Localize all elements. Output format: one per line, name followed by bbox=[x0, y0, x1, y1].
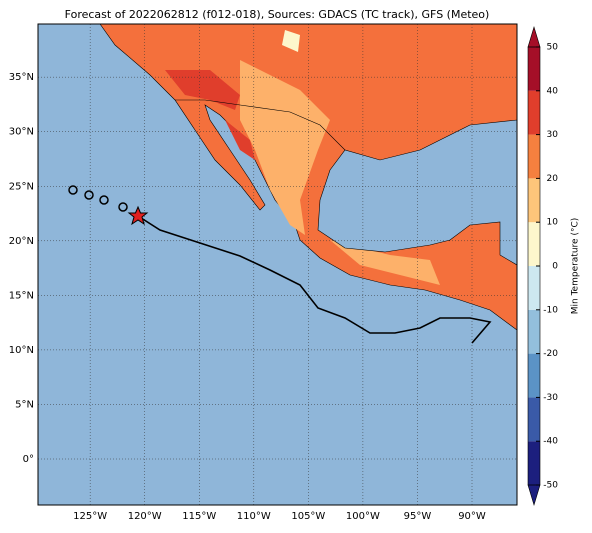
colorbar-tick-label: 30 bbox=[547, 130, 559, 140]
position-marker bbox=[118, 202, 128, 212]
position-marker bbox=[99, 195, 109, 205]
lon-label: 125°W bbox=[73, 511, 107, 522]
lat-label: 10°N bbox=[9, 345, 34, 356]
colorbar-tick-label: -40 bbox=[543, 437, 558, 447]
lat-label: 30°N bbox=[9, 127, 34, 138]
colorbar-tick-label: 40 bbox=[547, 86, 559, 96]
colorbar-arrow-bottom bbox=[527, 484, 541, 507]
lat-label: 15°N bbox=[9, 290, 34, 301]
colorbar-tick-label: 50 bbox=[547, 43, 559, 53]
land-hot bbox=[165, 70, 255, 160]
current-position bbox=[127, 205, 149, 226]
lat-label: 5°N bbox=[15, 399, 34, 410]
colorbar-band bbox=[528, 353, 540, 398]
lat-label: 0° bbox=[23, 454, 34, 465]
colorbar-tick-label: -50 bbox=[543, 481, 558, 491]
lon-label: 100°W bbox=[346, 511, 380, 522]
lon-label: 115°W bbox=[182, 511, 216, 522]
past-positions bbox=[68, 185, 128, 212]
colorbar-band bbox=[528, 441, 540, 485]
lon-label: 90°W bbox=[458, 511, 486, 522]
border bbox=[175, 99, 346, 151]
colorbar-tick-label: 20 bbox=[547, 174, 559, 184]
colorbar-band bbox=[528, 90, 540, 135]
colorbar-tick-label: -30 bbox=[543, 393, 558, 403]
colorbar-band bbox=[528, 178, 540, 223]
position-marker bbox=[68, 185, 78, 195]
land-cool bbox=[282, 30, 300, 52]
colorbar-tick-label: -10 bbox=[543, 305, 558, 315]
lon-label: 110°W bbox=[237, 511, 271, 522]
colorbar-label: Min Temperature (°C) bbox=[571, 218, 581, 315]
colorbar-arrow-top bbox=[527, 25, 541, 48]
lat-label: 25°N bbox=[9, 181, 34, 192]
lat-label: 20°N bbox=[9, 236, 34, 247]
lon-label: 120°W bbox=[128, 511, 162, 522]
colorbar-band bbox=[528, 309, 540, 354]
position-marker bbox=[84, 190, 94, 200]
colorbar-band bbox=[528, 222, 540, 266]
colorbar-tick-label: 10 bbox=[547, 218, 559, 228]
graticule bbox=[38, 24, 517, 505]
title: Forecast of 2022062812 (f012-018), Sourc… bbox=[65, 8, 490, 21]
lat-label: 35°N bbox=[9, 72, 34, 83]
colorbar-band bbox=[528, 397, 540, 442]
map bbox=[38, 24, 517, 505]
land-warm bbox=[240, 60, 440, 285]
colorbar-band bbox=[528, 266, 540, 310]
storm-track bbox=[137, 215, 492, 344]
lon-label: 105°W bbox=[291, 511, 325, 522]
colorbar bbox=[527, 25, 541, 507]
colorbar-band bbox=[528, 47, 540, 91]
lon-label: 95°W bbox=[404, 511, 432, 522]
colorbar-tick-label: 0 bbox=[552, 262, 558, 272]
colorbar-tick-label: -20 bbox=[543, 349, 558, 359]
colorbar-band bbox=[528, 134, 540, 179]
map-frame bbox=[37, 23, 518, 506]
